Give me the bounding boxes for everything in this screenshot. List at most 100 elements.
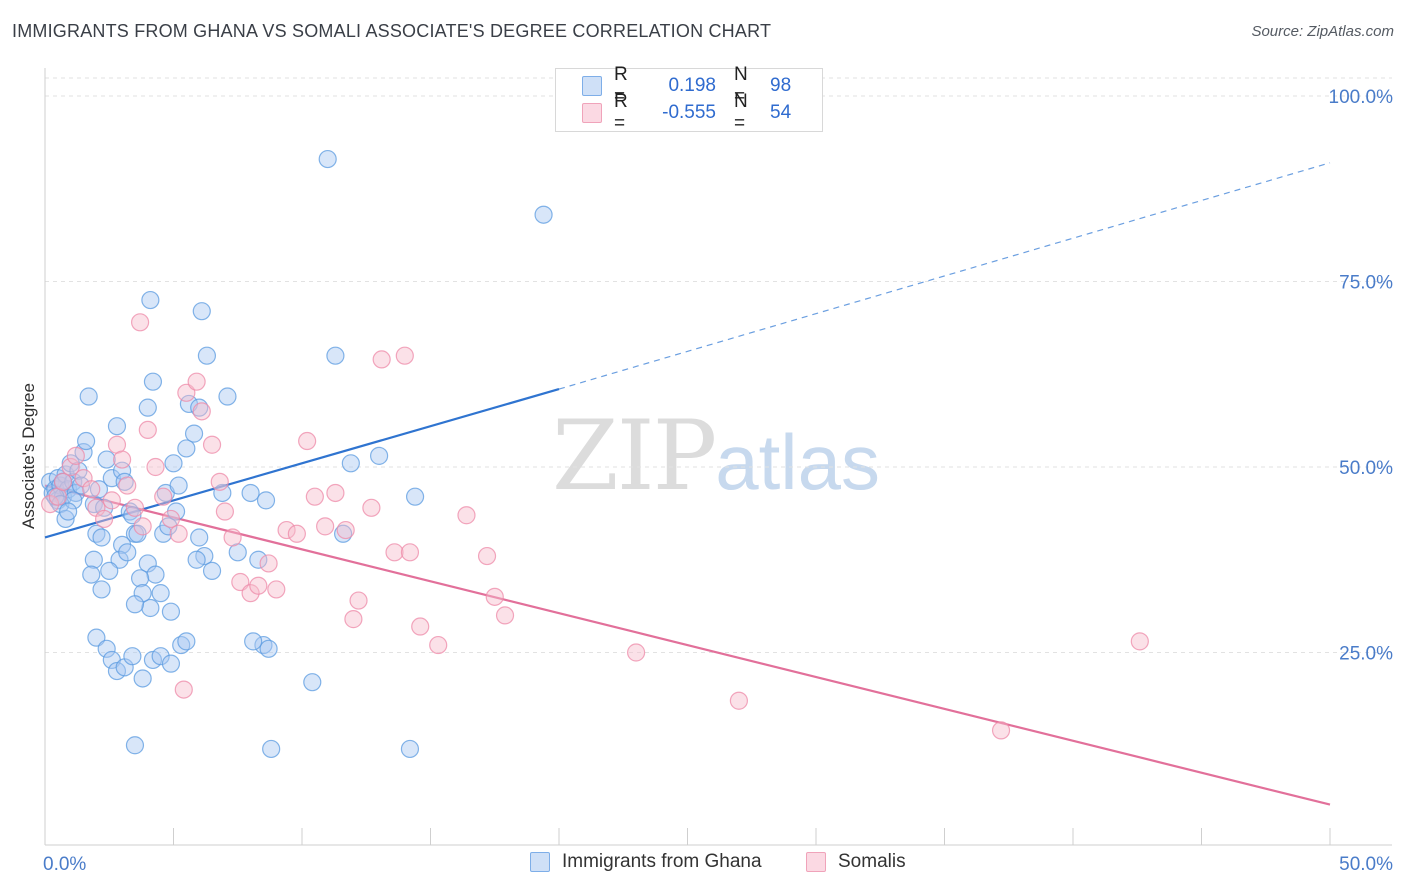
point-ghana	[110, 550, 129, 569]
point-somalis	[223, 528, 242, 547]
point-ghana	[202, 561, 222, 580]
point-ghana	[197, 346, 217, 365]
point-ghana	[151, 584, 170, 603]
point-somalis	[1130, 632, 1149, 651]
ghana-swatch	[582, 76, 602, 96]
point-ghana	[107, 417, 127, 436]
tick-labels: 25.0% 50.0% 75.0% 100.0% 0.0% 50.0%	[43, 87, 1393, 875]
legend-item-somalis[interactable]: Somalis	[806, 851, 906, 873]
point-ghana	[405, 487, 425, 506]
point-somalis	[400, 543, 420, 562]
point-somalis	[298, 431, 317, 451]
n-label: N =	[734, 64, 748, 107]
point-somalis	[429, 635, 448, 655]
trend-line-somalis	[44, 484, 1331, 806]
point-somalis	[259, 554, 278, 573]
n-value: 54	[770, 102, 792, 123]
point-ghana	[143, 372, 163, 391]
gridlines	[45, 77, 1392, 653]
x-tick-label: 50.0%	[1339, 854, 1393, 875]
point-somalis	[154, 487, 173, 506]
point-ghana	[125, 595, 145, 614]
y-tick-label: 25.0%	[1339, 644, 1393, 665]
point-ghana	[164, 454, 183, 473]
watermark-atlas: atlas	[715, 418, 880, 506]
point-somalis	[495, 606, 515, 625]
point-ghana	[190, 528, 209, 547]
point-ghana	[241, 483, 260, 503]
point-ghana	[151, 647, 170, 666]
point-somalis	[991, 721, 1011, 740]
y-tick-label: 100.0%	[1329, 87, 1394, 108]
point-somalis	[210, 472, 229, 491]
point-ghana	[141, 290, 160, 310]
point-ghana	[262, 739, 281, 759]
point-ghana	[77, 431, 96, 451]
point-somalis	[729, 691, 749, 710]
point-ghana	[59, 502, 78, 521]
point-ghana	[318, 149, 337, 169]
point-somalis	[344, 610, 363, 629]
point-somalis	[169, 524, 188, 543]
point-somalis	[277, 520, 296, 540]
point-ghana	[161, 654, 181, 673]
point-somalis	[395, 346, 414, 365]
point-somalis	[372, 350, 391, 369]
point-ghana	[82, 565, 101, 584]
point-ghana	[177, 439, 196, 458]
somalis-swatch	[582, 103, 602, 123]
y-tick-label: 50.0%	[1339, 458, 1393, 479]
r-value: -0.555	[662, 102, 716, 123]
point-somalis	[326, 483, 345, 503]
point-somalis	[112, 450, 132, 469]
point-ghana	[146, 565, 165, 584]
point-ghana	[84, 550, 103, 569]
point-ghana	[123, 647, 142, 666]
point-somalis	[215, 502, 234, 521]
point-somalis	[118, 476, 137, 495]
legend-label: Somalis	[838, 851, 906, 872]
point-ghana	[192, 302, 211, 321]
point-somalis	[241, 584, 260, 603]
point-somalis	[249, 576, 268, 595]
point-ghana	[184, 424, 204, 443]
n-label: N =	[734, 91, 748, 134]
stats-legend: R = 0.198 N = 98 R = -0.555 N = 54	[555, 64, 823, 134]
point-somalis	[146, 457, 165, 477]
point-ghana	[97, 450, 116, 469]
point-somalis	[336, 520, 355, 540]
r-value: 0.198	[668, 75, 716, 96]
chart-title: IMMIGRANTS FROM GHANA VS SOMALI ASSOCIAT…	[12, 21, 772, 41]
point-ghana	[64, 491, 83, 510]
point-ghana	[213, 483, 232, 503]
point-somalis	[53, 472, 73, 491]
point-ghana	[138, 398, 157, 417]
point-somalis	[316, 517, 335, 536]
point-ghana	[125, 736, 145, 755]
point-ghana	[123, 506, 142, 525]
trend-line-ghana	[44, 388, 560, 539]
point-somalis	[177, 383, 196, 402]
point-somalis	[66, 446, 85, 465]
point-ghana	[218, 387, 237, 406]
axes	[44, 68, 1392, 846]
point-ghana	[92, 528, 111, 547]
point-ghana	[87, 628, 106, 647]
point-ghana	[89, 480, 109, 499]
series-legend: Immigrants from Ghana Somalis	[0, 851, 1406, 877]
point-somalis	[485, 587, 504, 606]
trend-line-ghana-extension	[558, 162, 1331, 390]
point-somalis	[82, 480, 101, 499]
point-ghana	[187, 550, 206, 569]
legend-label: Immigrants from Ghana	[562, 851, 762, 872]
source-label: Source: ZipAtlas.com	[1251, 23, 1394, 40]
point-ghana	[79, 387, 98, 406]
legend-item-ghana[interactable]: Immigrants from Ghana	[530, 851, 762, 873]
point-ghana	[341, 454, 360, 473]
point-ghana	[370, 446, 389, 465]
point-ghana	[256, 491, 276, 510]
point-ghana	[159, 517, 178, 536]
point-somalis	[174, 680, 193, 699]
y-tick-label: 75.0%	[1339, 273, 1393, 294]
